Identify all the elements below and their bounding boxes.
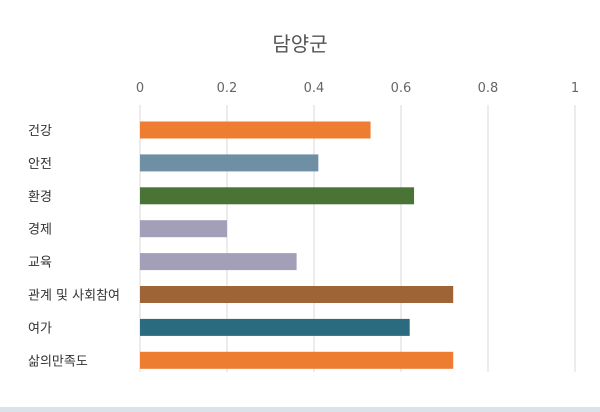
category-label: 삶의만족도 [28,354,88,369]
bar [140,187,415,205]
x-tick-label: 0 [136,81,144,96]
bar [140,253,297,271]
x-tick-label: 0.2 [217,81,238,96]
category-label: 환경 [28,190,52,205]
category-label: 안전 [28,157,52,172]
category-label: 여가 [28,321,52,336]
x-tick-label: 1 [571,81,579,96]
gridlines [139,105,576,372]
category-label: 교육 [28,256,52,271]
bar [140,351,454,369]
bar [140,220,227,238]
bar [140,121,371,139]
bar [140,318,410,336]
bar [140,286,454,303]
x-tick-label: 0.4 [304,81,325,96]
category-label: 건강 [28,124,52,139]
x-axis-ticks: 0 0.2 0.4 0.6 0.8 1 [136,81,579,96]
bottom-divider [0,407,600,412]
category-label: 경제 [28,223,52,238]
x-tick-label: 0.8 [478,81,499,96]
x-tick-label: 0.6 [391,81,412,96]
bar [140,154,319,172]
category-label: 관계 및 사회참여 [28,289,120,304]
chart-title: 담양군 [272,32,328,56]
bars [140,121,454,369]
